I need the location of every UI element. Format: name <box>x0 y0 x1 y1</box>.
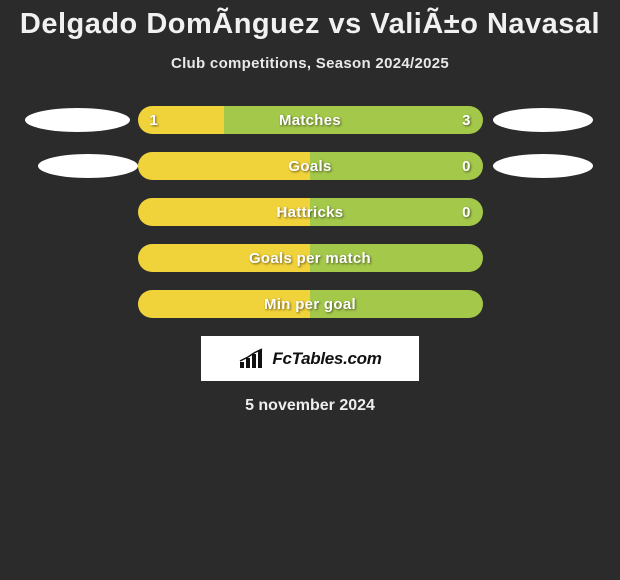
player-right-photo-placeholder <box>493 154 593 178</box>
stat-bar: Matches1 3 <box>138 106 483 134</box>
player-left-photo-placeholder <box>38 154 138 178</box>
stat-right-value: 0 <box>462 152 470 180</box>
page-title: Delgado DomÃnguez vs ValiÃ±o Navasal <box>0 0 620 41</box>
date: 5 november 2024 <box>0 397 620 415</box>
branding-label: FcTables.com <box>272 349 381 369</box>
stat-bar: Min per goal <box>138 290 483 318</box>
stat-right-value: 0 <box>462 198 470 226</box>
stat-bar-label: Goals per match <box>138 244 483 272</box>
stat-bar: Goals per match <box>138 244 483 272</box>
stat-bar-label: Min per goal <box>138 290 483 318</box>
stat-right-value: 3 <box>462 106 470 134</box>
stat-bar: Hattricks0 <box>138 198 483 226</box>
player-right-photo-placeholder <box>493 108 593 132</box>
stat-bar-label: Matches <box>138 106 483 134</box>
stat-bar: Goals0 <box>138 152 483 180</box>
right-slot <box>483 154 603 178</box>
branding-box: FcTables.com <box>201 336 419 381</box>
stat-row: Min per goal <box>0 290 620 318</box>
right-slot <box>483 108 603 132</box>
left-slot <box>18 108 138 132</box>
stat-bar-label: Goals <box>138 152 483 180</box>
subtitle: Club competitions, Season 2024/2025 <box>0 55 620 72</box>
left-slot <box>18 154 138 178</box>
stat-row: Goals per match <box>0 244 620 272</box>
player-left-photo-placeholder <box>25 108 130 132</box>
stat-row: Hattricks0 <box>0 198 620 226</box>
stat-left-value: 1 <box>150 106 158 134</box>
stat-row: Goals0 <box>0 152 620 180</box>
stat-bar-label: Hattricks <box>138 198 483 226</box>
bars-icon <box>238 348 266 370</box>
stat-row: Matches1 3 <box>0 106 620 134</box>
